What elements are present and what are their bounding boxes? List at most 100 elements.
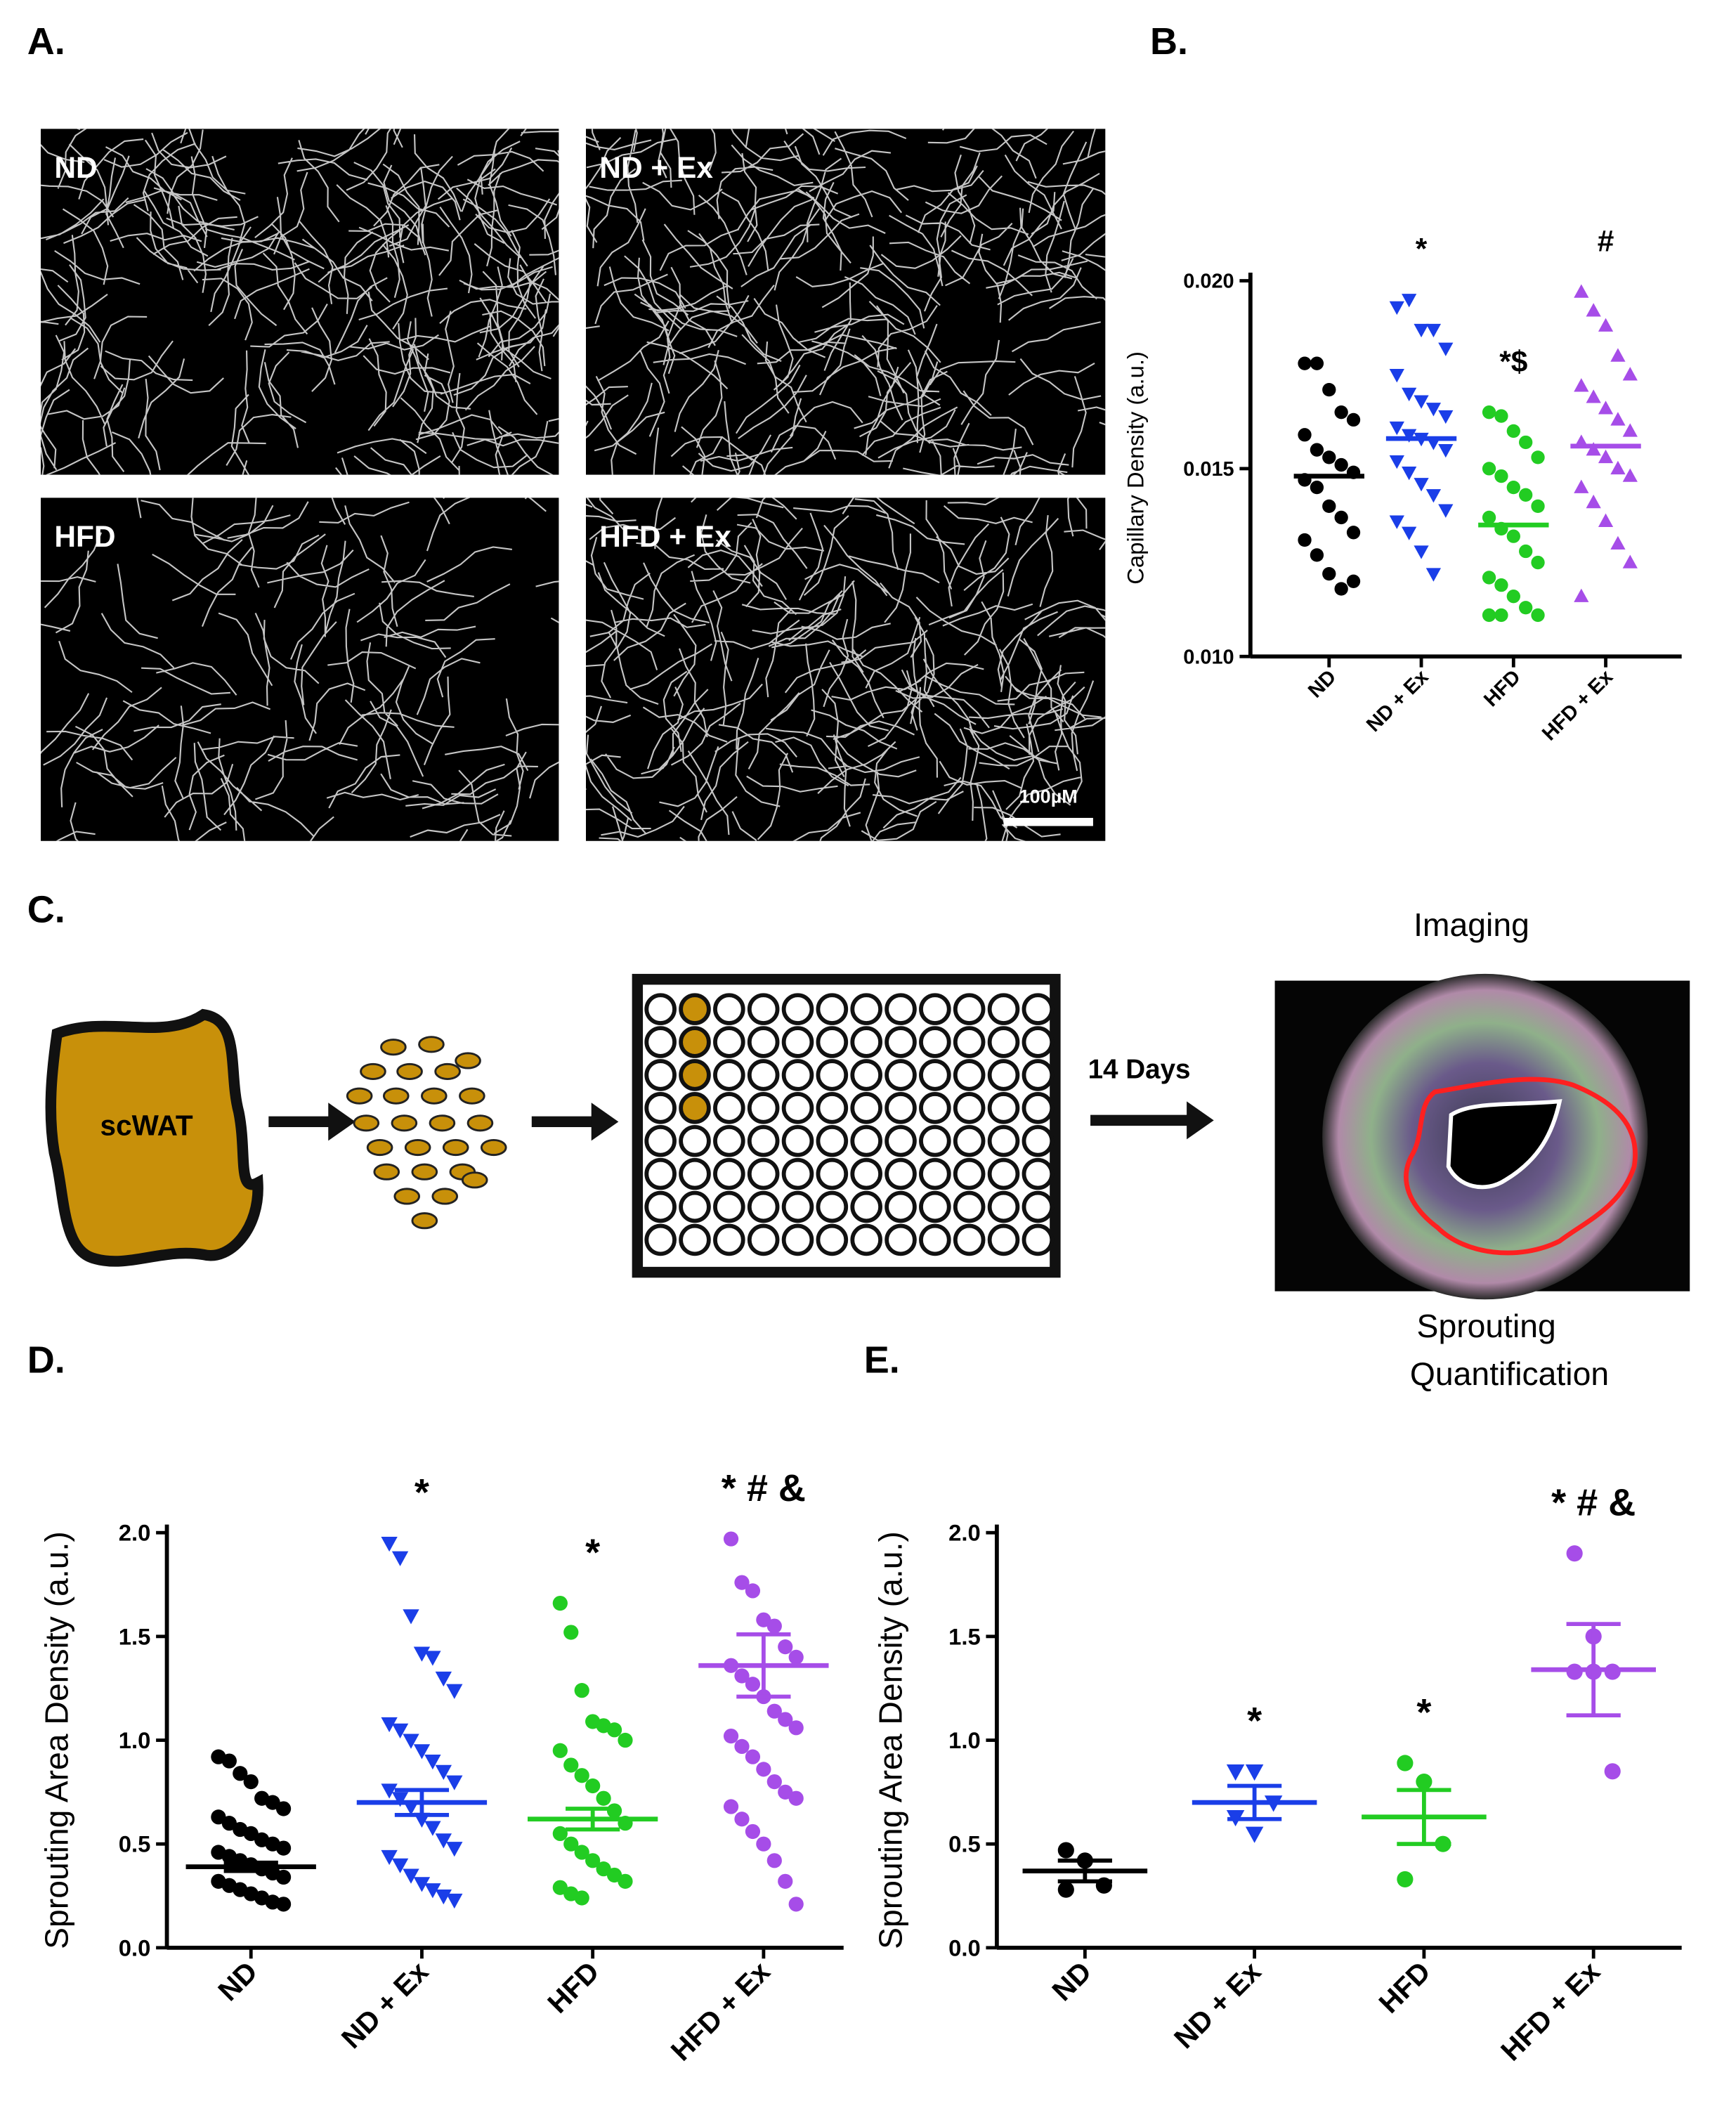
data-point bbox=[243, 1774, 259, 1790]
well bbox=[816, 1092, 849, 1124]
x-tick-label: HFD + Ex bbox=[1494, 1955, 1606, 2067]
well bbox=[644, 1124, 677, 1157]
vessels bbox=[586, 498, 1106, 841]
imaging-label: Imaging bbox=[1414, 906, 1529, 943]
data-point bbox=[1425, 323, 1442, 338]
x-tick-label: ND bbox=[1045, 1955, 1097, 2007]
image-label: ND + Ex bbox=[599, 151, 713, 184]
data-point bbox=[574, 1768, 589, 1783]
significance-label: * bbox=[1416, 1691, 1431, 1734]
data-point bbox=[265, 1795, 280, 1810]
data-point bbox=[1494, 469, 1508, 483]
data-point bbox=[778, 1712, 793, 1727]
well bbox=[816, 993, 849, 1025]
data-point bbox=[1598, 401, 1614, 415]
data-point bbox=[606, 1867, 622, 1883]
significance-label: * bbox=[585, 1532, 600, 1574]
data-point bbox=[275, 1897, 292, 1912]
data-point bbox=[1245, 1764, 1264, 1781]
quantification-label: Sprouting bbox=[1417, 1308, 1556, 1344]
significance-label: # bbox=[1598, 225, 1614, 258]
data-point bbox=[1598, 449, 1614, 464]
y-tick-label: 0.5 bbox=[948, 1831, 981, 1857]
data-point bbox=[435, 1833, 452, 1849]
data-point bbox=[552, 1826, 568, 1842]
data-point bbox=[1402, 526, 1417, 540]
explant bbox=[480, 1138, 507, 1157]
well bbox=[713, 1157, 745, 1190]
data-point bbox=[1506, 529, 1520, 543]
explant bbox=[431, 1188, 459, 1205]
well bbox=[644, 1059, 677, 1091]
explant bbox=[411, 1212, 438, 1230]
x-tick-label: HFD bbox=[541, 1955, 605, 2019]
well bbox=[885, 1157, 917, 1190]
data-point bbox=[1482, 462, 1496, 476]
well bbox=[885, 1124, 917, 1157]
data-point bbox=[391, 1551, 409, 1566]
well bbox=[747, 1026, 780, 1058]
well bbox=[713, 1092, 745, 1124]
well bbox=[919, 1190, 951, 1223]
arrow-head bbox=[1187, 1101, 1214, 1140]
data-point bbox=[756, 1612, 771, 1627]
x-tick-label: ND + Ex bbox=[1168, 1955, 1267, 2055]
well bbox=[953, 1124, 986, 1157]
well bbox=[987, 1190, 1020, 1223]
well bbox=[850, 1190, 882, 1223]
data-point bbox=[1334, 510, 1348, 525]
data-point bbox=[1574, 588, 1589, 602]
well bbox=[1022, 1026, 1055, 1058]
data-point bbox=[1610, 535, 1626, 550]
data-point bbox=[778, 1784, 793, 1800]
well bbox=[816, 1190, 849, 1223]
explant bbox=[434, 1062, 461, 1080]
well bbox=[987, 1026, 1020, 1058]
y-tick-label: 1.0 bbox=[948, 1727, 981, 1753]
data-point bbox=[745, 1677, 761, 1692]
well bbox=[850, 1092, 882, 1124]
tissue-shape bbox=[45, 1008, 263, 1267]
data-point bbox=[221, 1816, 237, 1831]
data-point bbox=[381, 1783, 398, 1799]
data-point bbox=[424, 1883, 441, 1899]
well bbox=[747, 1059, 780, 1091]
data-point bbox=[1519, 601, 1533, 615]
significance-label: * bbox=[1247, 1700, 1262, 1742]
well bbox=[987, 1059, 1020, 1091]
data-point bbox=[766, 1703, 782, 1719]
significance-label: * # & bbox=[1551, 1482, 1636, 1524]
well bbox=[850, 1026, 882, 1058]
data-point bbox=[1519, 488, 1533, 502]
data-point bbox=[1586, 494, 1601, 509]
vessels bbox=[41, 498, 559, 841]
well bbox=[919, 993, 951, 1025]
y-tick-label: 0.020 bbox=[1183, 271, 1234, 293]
data-point bbox=[606, 1722, 622, 1738]
sprouting-outline bbox=[1404, 1077, 1638, 1256]
data-point bbox=[1310, 443, 1324, 457]
significance-label: *$ bbox=[1499, 345, 1528, 378]
data-point bbox=[1322, 450, 1336, 464]
well bbox=[781, 1223, 814, 1256]
well bbox=[747, 1157, 780, 1190]
scale-bar bbox=[1003, 817, 1093, 826]
data-point bbox=[1494, 578, 1508, 592]
data-point bbox=[1574, 284, 1589, 298]
x-tick-label: HFD bbox=[1480, 665, 1525, 711]
well bbox=[953, 1223, 986, 1256]
well bbox=[885, 993, 917, 1025]
data-point bbox=[1531, 608, 1545, 623]
well bbox=[850, 993, 882, 1025]
data-point bbox=[1226, 1764, 1245, 1781]
explant bbox=[353, 1114, 380, 1132]
y-axis-label: Sprouting Area Density (a.u.) bbox=[873, 1531, 909, 1949]
data-point bbox=[1531, 499, 1545, 514]
explant bbox=[455, 1052, 481, 1069]
data-point bbox=[1482, 510, 1496, 525]
well bbox=[850, 1124, 882, 1157]
data-point bbox=[1604, 1763, 1621, 1780]
significance-label: * bbox=[1416, 232, 1428, 265]
well bbox=[1022, 1124, 1055, 1157]
data-point bbox=[1346, 574, 1361, 588]
